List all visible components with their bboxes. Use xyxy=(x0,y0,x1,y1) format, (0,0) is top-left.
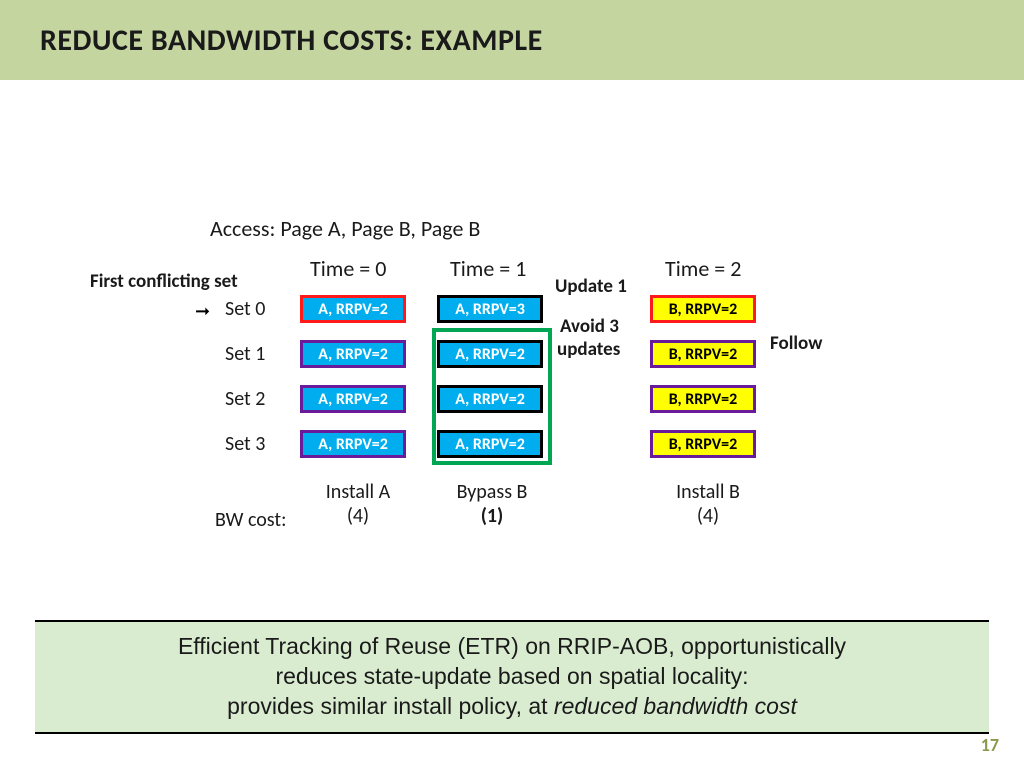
col-footer-2: Install B (4) xyxy=(648,480,768,528)
first-conflict-label: First conflicting set xyxy=(90,270,238,293)
set-label-3: Set 3 xyxy=(225,432,265,456)
set-label-0: Set 0 xyxy=(225,297,265,321)
cache-cell: A, RRPV=2 xyxy=(300,385,406,413)
cache-cell: B, RRPV=2 xyxy=(650,385,756,413)
conclusion-line3b: reduced bandwidth cost xyxy=(554,693,797,719)
col-footer-1-label: Bypass B xyxy=(432,480,552,504)
cache-cell: A, RRPV=2 xyxy=(300,295,406,323)
cache-cell: B, RRPV=2 xyxy=(650,340,756,368)
annotation-avoid3a: Avoid 3 xyxy=(560,315,619,338)
annotation-update1: Update 1 xyxy=(555,275,627,298)
col-footer-2-cost: (4) xyxy=(648,504,768,528)
annotation-follow: Follow xyxy=(770,332,822,355)
time-header-1: Time = 1 xyxy=(450,255,526,282)
access-sequence: Access: Page A, Page B, Page B xyxy=(210,215,480,242)
cache-cell: A, RRPV=2 xyxy=(437,430,543,458)
page-number: 17 xyxy=(981,734,999,756)
time-header-2: Time = 2 xyxy=(665,255,741,282)
col-footer-1-cost: (1) xyxy=(432,504,552,528)
cache-cell: A, RRPV=2 xyxy=(300,430,406,458)
col-footer-0-label: Install A xyxy=(298,480,418,504)
annotation-avoid3b: updates xyxy=(557,338,620,361)
arrow-icon: ➞ xyxy=(195,300,210,322)
set-label-1: Set 1 xyxy=(225,342,265,366)
time-header-0: Time = 0 xyxy=(310,255,386,282)
title-bar: REDUCE BANDWIDTH COSTS: EXAMPLE xyxy=(0,0,1024,80)
col-footer-2-label: Install B xyxy=(648,480,768,504)
cache-cell: A, RRPV=2 xyxy=(437,385,543,413)
cache-cell: B, RRPV=2 xyxy=(650,295,756,323)
conclusion-line2: reduces state-update based on spatial lo… xyxy=(275,663,748,689)
col-footer-1: Bypass B (1) xyxy=(432,480,552,528)
cache-cell: A, RRPV=2 xyxy=(300,340,406,368)
set-label-2: Set 2 xyxy=(225,387,265,411)
bw-cost-label: BW cost: xyxy=(215,508,286,532)
cache-cell: A, RRPV=2 xyxy=(437,340,543,368)
cache-cell: A, RRPV=3 xyxy=(437,295,543,323)
slide-title: REDUCE BANDWIDTH COSTS: EXAMPLE xyxy=(40,22,543,59)
conclusion-line1: Efficient Tracking of Reuse (ETR) on RRI… xyxy=(178,633,846,659)
col-footer-0: Install A (4) xyxy=(298,480,418,528)
col-footer-0-cost: (4) xyxy=(298,504,418,528)
conclusion-box: Efficient Tracking of Reuse (ETR) on RRI… xyxy=(35,620,989,734)
cache-cell: B, RRPV=2 xyxy=(650,430,756,458)
conclusion-line3a: provides similar install policy, at xyxy=(227,693,554,719)
